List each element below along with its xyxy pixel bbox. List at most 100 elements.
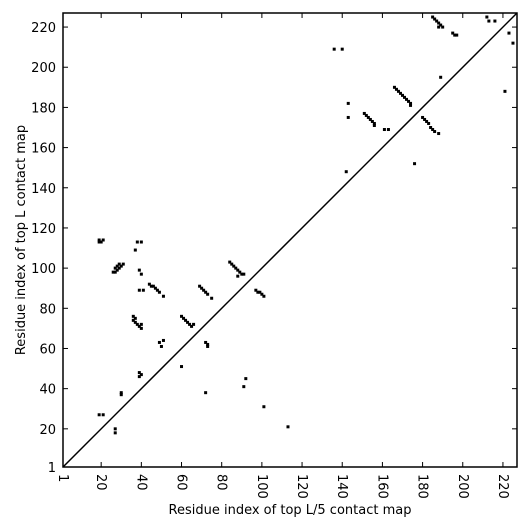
contact-point — [184, 318, 188, 322]
x-tick-label: 140 — [334, 474, 349, 499]
y-tick-label: 140 — [31, 182, 56, 197]
contact-point — [403, 95, 407, 99]
contact-point — [398, 91, 402, 95]
contact-point — [409, 103, 413, 107]
x-tick-label: 120 — [294, 474, 309, 499]
contact-point — [139, 272, 143, 276]
contact-point — [151, 284, 155, 288]
contact-point — [139, 326, 143, 330]
y-tick-label: 200 — [31, 61, 56, 76]
contact-point — [485, 15, 489, 19]
y-tick-label: 60 — [39, 342, 56, 357]
contact-point — [493, 19, 497, 23]
contact-point — [137, 268, 141, 272]
x-tick-label: 100 — [254, 474, 269, 499]
contact-point — [202, 288, 206, 292]
contact-point — [429, 126, 433, 130]
contact-point — [286, 425, 290, 429]
contact-point — [97, 238, 101, 242]
contact-point — [97, 413, 101, 417]
contact-point — [435, 19, 439, 23]
contact-point — [487, 19, 491, 23]
contact-point — [192, 322, 196, 326]
contact-point — [141, 288, 145, 292]
x-tick-label: 1 — [55, 474, 70, 482]
x-tick-label: 220 — [495, 474, 510, 499]
contact-point — [451, 31, 455, 35]
contact-point — [153, 286, 157, 290]
contact-point — [425, 119, 429, 123]
contact-point — [242, 385, 246, 389]
y-tick-label: 80 — [39, 302, 56, 317]
contact-point — [157, 290, 161, 294]
contact-point — [113, 427, 117, 431]
contact-point — [135, 240, 139, 244]
contact-point — [372, 121, 376, 125]
contact-point — [362, 111, 366, 115]
contact-point — [133, 316, 137, 320]
contact-point — [147, 282, 151, 286]
contact-point — [433, 130, 437, 134]
contact-point — [244, 377, 248, 381]
contact-point — [228, 260, 232, 264]
contact-point — [190, 324, 194, 328]
contact-point — [101, 238, 105, 242]
contact-point — [135, 322, 139, 326]
contact-point — [113, 270, 117, 274]
contact-point — [256, 290, 260, 294]
contact-point — [453, 33, 457, 37]
contact-point — [139, 322, 143, 326]
contact-point — [238, 270, 242, 274]
contact-point — [423, 117, 427, 121]
contact-point — [180, 365, 184, 369]
x-tick-label: 80 — [214, 474, 229, 491]
contact-point — [407, 99, 411, 103]
contact-point — [372, 123, 376, 127]
contact-point — [507, 31, 511, 35]
y-tick-label: 220 — [31, 21, 56, 36]
contact-point — [400, 93, 404, 97]
contact-point — [131, 314, 135, 318]
contact-point — [340, 47, 344, 51]
contact-point — [111, 270, 115, 274]
contact-point — [455, 33, 459, 37]
contact-point — [97, 240, 101, 244]
contact-point — [364, 113, 368, 117]
contact-point — [137, 288, 141, 292]
contact-point — [366, 115, 370, 119]
contact-point — [421, 115, 425, 119]
contact-point — [137, 371, 141, 375]
contact-point — [427, 121, 431, 125]
x-tick-label: 160 — [374, 474, 389, 499]
contact-point — [161, 338, 165, 342]
contact-point — [258, 290, 262, 294]
contact-point — [234, 266, 238, 270]
x-tick-label: 180 — [415, 474, 430, 499]
contact-point — [236, 268, 240, 272]
contact-point — [149, 284, 153, 288]
y-axis-label: Residue index of top L contact map — [14, 125, 29, 355]
contact-point — [159, 344, 163, 348]
contact-point — [131, 318, 135, 322]
contact-point — [236, 274, 240, 278]
contact-point — [133, 320, 137, 324]
contact-point — [117, 262, 121, 266]
contact-point — [232, 264, 236, 268]
contact-point — [242, 272, 246, 276]
contact-point — [260, 292, 264, 296]
contact-point — [437, 132, 441, 136]
x-tick-label: 40 — [133, 474, 148, 491]
contact-point — [206, 292, 210, 296]
y-tick-label: 20 — [39, 423, 56, 438]
contact-point — [198, 284, 202, 288]
contact-point — [346, 115, 350, 119]
contact-point — [115, 264, 119, 268]
contact-point — [99, 240, 103, 244]
contact-point — [409, 101, 413, 105]
contact-point — [262, 405, 266, 409]
contact-point — [210, 296, 214, 300]
contact-point — [182, 316, 186, 320]
contact-point — [206, 342, 210, 346]
contact-point — [115, 268, 119, 272]
contact-point — [121, 262, 125, 266]
